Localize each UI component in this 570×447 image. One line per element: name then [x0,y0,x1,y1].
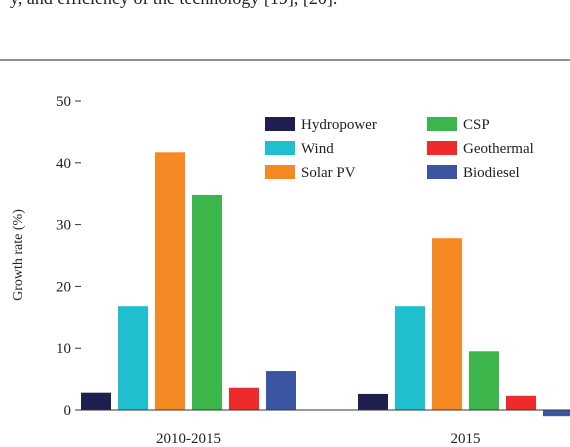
legend-swatch [265,165,295,179]
legend-swatch [427,141,457,155]
legend-swatch [265,141,295,155]
legend-label: Geothermal [463,141,534,157]
bar [432,238,462,410]
bar [506,395,536,410]
bar [81,392,111,410]
bar [192,194,222,410]
y-tick-label: 20 [56,279,71,295]
x-tick-label: 2010-2015 [156,431,221,447]
bar [266,371,296,410]
y-tick-label: 0 [64,403,72,419]
legend-label: Biodiesel [463,165,520,181]
legend-label: Hydropower [301,117,377,133]
legend-label: Solar PV [301,165,356,181]
x-tick-label: 2015 [451,431,481,447]
bar [543,410,570,417]
legend-swatch [427,165,457,179]
bar [118,306,148,410]
y-tick-label: 10 [56,341,71,357]
y-axis-label: Growth rate (%) [11,209,26,301]
bar [229,387,259,410]
legend-label: Wind [301,141,334,157]
legend-swatch [265,117,295,131]
y-tick-label: 40 [56,156,71,172]
bar [469,351,499,410]
bar [395,306,425,410]
legend-swatch [427,117,457,131]
bar [155,152,185,410]
body-text: y, and efficiency of the technology [19]… [10,0,337,8]
y-tick-label: 30 [56,218,71,234]
legend-label: CSP [463,117,490,133]
bar [358,393,388,410]
y-tick-label: 50 [56,94,71,110]
